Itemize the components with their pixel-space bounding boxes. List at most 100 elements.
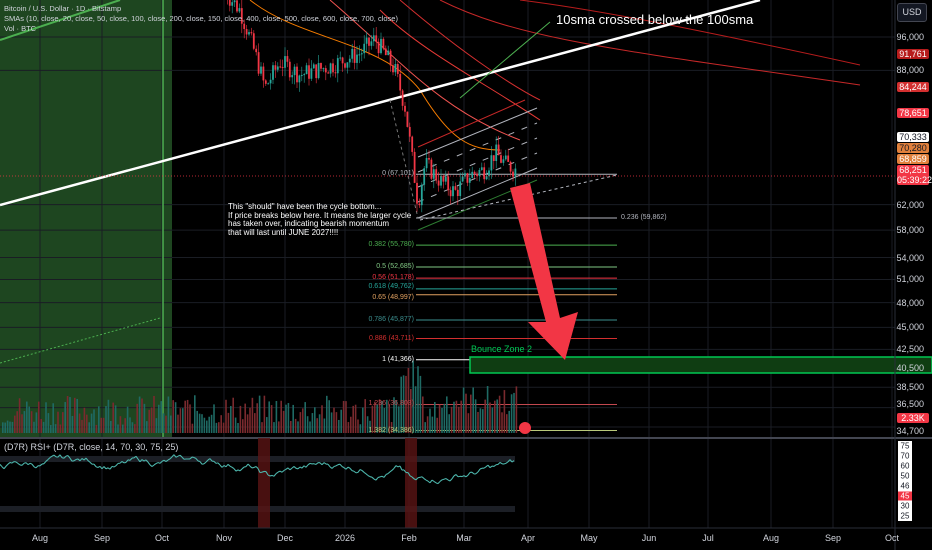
rsi-segment	[435, 482, 439, 485]
rsi-segment	[21, 462, 25, 466]
rsi-segment	[173, 454, 177, 458]
candle	[384, 48, 387, 56]
candle	[514, 168, 517, 177]
rsi-segment	[411, 476, 415, 480]
rsi-segment	[391, 467, 395, 471]
candle	[377, 41, 380, 54]
volume-bar	[237, 423, 239, 433]
rsi-segment	[45, 459, 49, 462]
candle	[464, 173, 466, 177]
volume-bar	[71, 415, 74, 433]
fib-label: 0.786 (45,877)	[368, 316, 414, 324]
rsi-segment	[217, 462, 221, 466]
long-trendline[interactable]	[0, 0, 761, 207]
volume-bar	[141, 398, 143, 433]
volume-bar	[407, 367, 410, 433]
rsi-segment	[79, 458, 83, 462]
volume-bar	[160, 401, 162, 433]
fib-label: 0.236 (59,862)	[621, 214, 667, 222]
candle	[375, 35, 378, 42]
fib-label: 0.56 (51,178)	[372, 274, 414, 282]
symbol-legend[interactable]: Bitcoin / U.S. Dollar · 1D · Bitstamp	[4, 4, 122, 13]
volume-bar	[107, 399, 110, 433]
candle	[480, 167, 483, 170]
time-axis-label: Sep	[824, 533, 842, 543]
volume-bar	[42, 421, 45, 433]
volume-bar	[138, 396, 141, 433]
fib-trend-line	[389, 99, 419, 219]
rsi-segment	[221, 465, 225, 468]
candle	[344, 63, 346, 68]
rsi-segment	[205, 459, 209, 463]
candle	[442, 175, 445, 182]
sma-legend[interactable]: SMAs (10, close, 20, close, 50, close, 1…	[4, 14, 398, 23]
volume-bar	[126, 406, 129, 433]
volume-bar	[167, 396, 170, 433]
rsi-segment	[81, 458, 85, 461]
volume-bar	[501, 412, 503, 433]
candle	[332, 63, 334, 73]
volume-bar	[165, 415, 167, 433]
rsi-legend[interactable]: (D7R) RSI+ (D7R, close, 14, 70, 30, 75, …	[4, 442, 179, 452]
volume-bar	[191, 423, 194, 433]
candle	[296, 66, 298, 83]
volume-bar	[345, 401, 347, 433]
volume-bar	[177, 414, 179, 433]
rsi-segment	[223, 465, 227, 468]
rsi-segment	[303, 465, 307, 468]
volume-bar	[28, 406, 30, 433]
rsi-segment	[69, 457, 73, 462]
fib-label: 0.65 (48,997)	[372, 293, 414, 301]
candle	[363, 43, 366, 54]
candle	[488, 170, 490, 177]
volume-bar	[222, 422, 225, 433]
rsi-segment	[255, 466, 259, 469]
candle	[447, 176, 450, 191]
price-tag: 70,280	[897, 143, 929, 153]
volume-bar	[371, 405, 374, 433]
volume-legend[interactable]: Vol · BTC	[4, 24, 37, 33]
candle	[238, 8, 241, 12]
candle	[348, 58, 351, 63]
volume-bar	[335, 412, 338, 433]
volume-bar	[338, 419, 340, 433]
rsi-segment	[165, 459, 169, 463]
volume-bar	[54, 424, 57, 433]
time-axis-label: Aug	[762, 533, 780, 543]
rsi-segment	[179, 454, 183, 458]
volume-bar	[302, 408, 304, 433]
price-tag: 78,651	[897, 108, 929, 118]
volume-bar	[448, 414, 450, 433]
rsi-segment	[155, 462, 159, 465]
candle	[392, 65, 394, 73]
volume-bar	[381, 401, 383, 433]
rsi-segment	[105, 467, 109, 470]
currency-button[interactable]: USD	[897, 3, 927, 22]
rsi-segment	[49, 455, 53, 459]
candle	[346, 62, 349, 68]
rsi-segment	[393, 465, 397, 469]
volume-bar	[496, 399, 498, 433]
candle	[473, 171, 476, 174]
volume-bar	[458, 406, 460, 433]
volume-bar	[275, 401, 278, 433]
rsi-segment	[331, 466, 335, 469]
volume-bar	[431, 416, 434, 433]
volume-bar	[203, 417, 206, 433]
rsi-segment	[377, 476, 381, 479]
rsi-segment	[113, 465, 117, 468]
bounce-zone-2[interactable]	[469, 356, 932, 374]
event-marker[interactable]	[519, 422, 531, 434]
time-axis-label: Jun	[641, 533, 657, 543]
down-arrow[interactable]	[510, 183, 578, 360]
green-trendline[interactable]	[0, 0, 121, 41]
time-axis-label: Oct	[884, 533, 900, 543]
volume-bar	[45, 402, 47, 433]
candle	[298, 75, 301, 83]
candle	[351, 48, 354, 59]
rsi-segment	[199, 461, 203, 465]
rsi-segment	[297, 466, 301, 470]
rsi-segment	[95, 466, 99, 469]
rsi-segment	[397, 465, 401, 468]
